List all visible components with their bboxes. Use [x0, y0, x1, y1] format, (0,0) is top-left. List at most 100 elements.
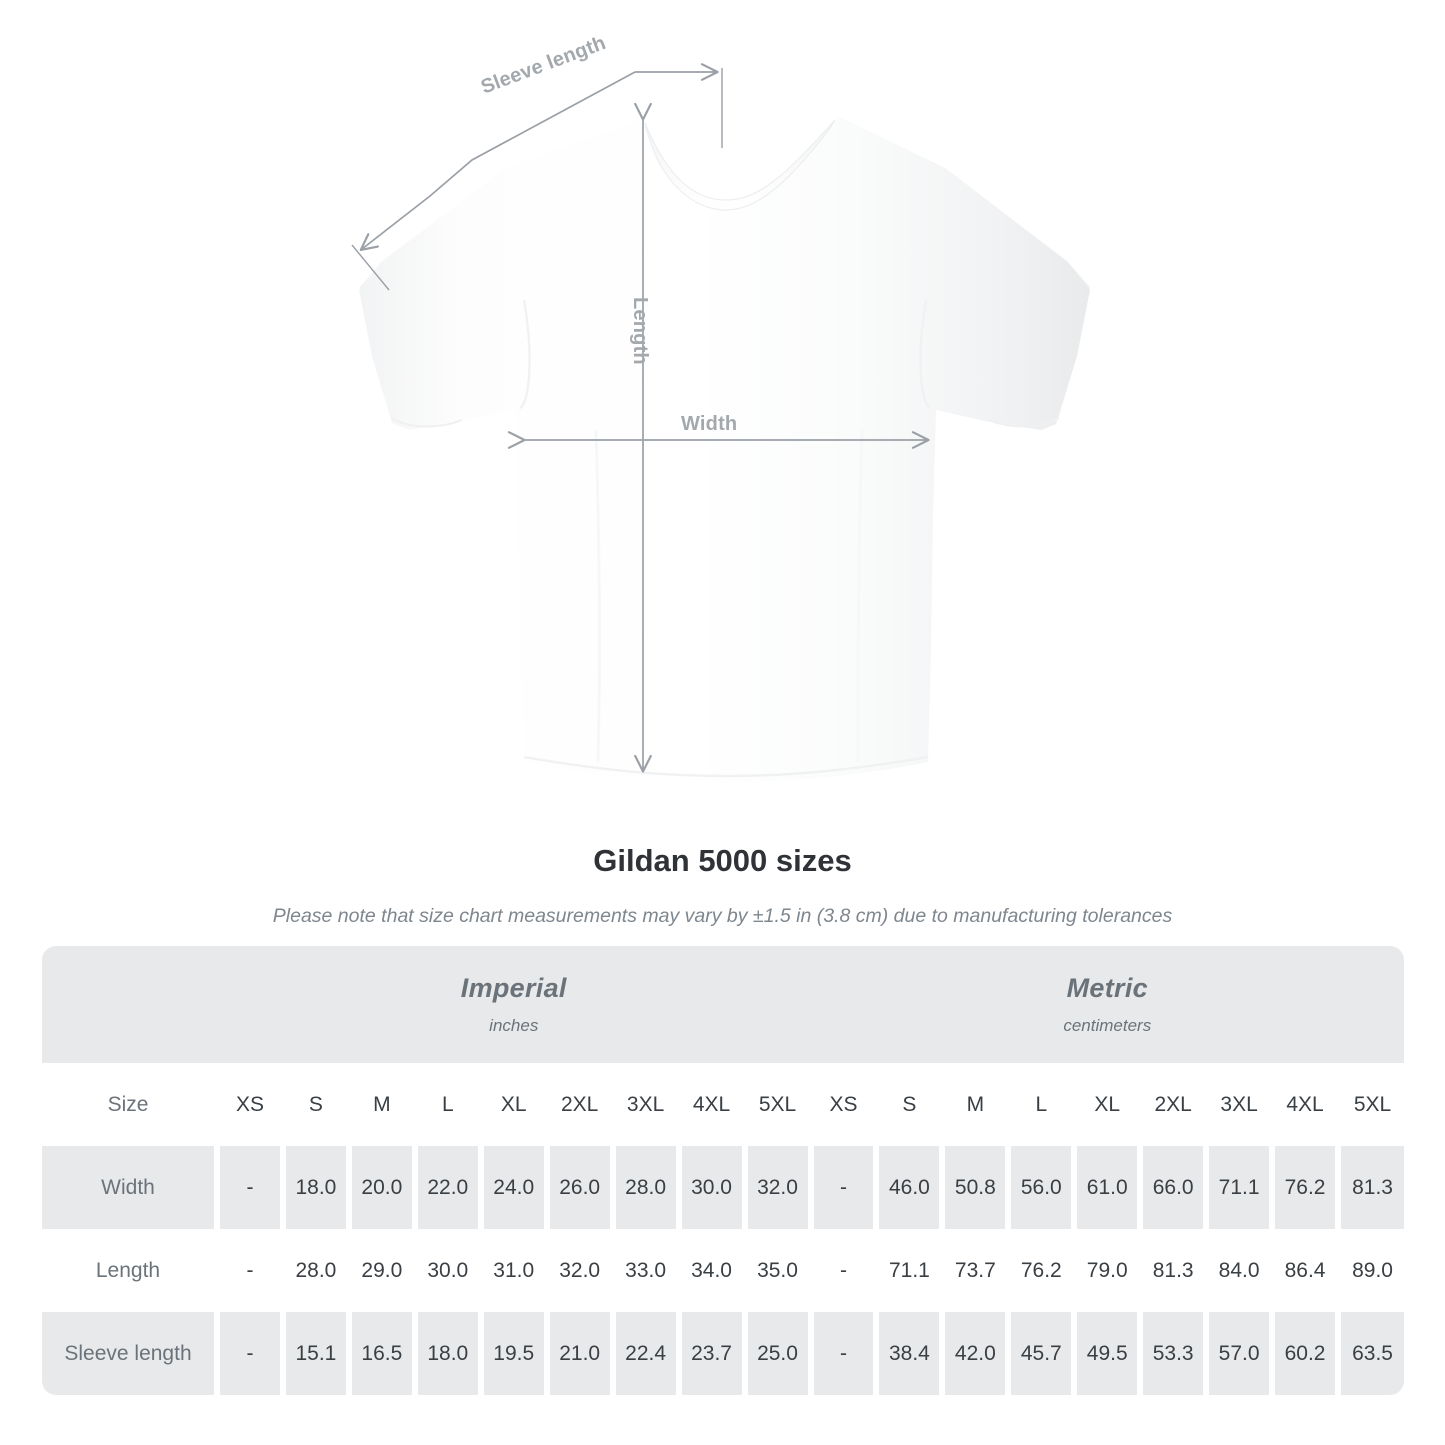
cell-width-metric-xl: 61.0 — [1074, 1146, 1141, 1229]
metric-label: Metric — [1066, 973, 1148, 1004]
cell-length-imperial-4xl: 34.0 — [678, 1229, 745, 1312]
size-col-metric-4xl: 4XL — [1272, 1063, 1338, 1146]
size-col-imperial-s: S — [282, 1063, 349, 1146]
cell-sleeve-imperial-4xl: 23.7 — [678, 1312, 745, 1395]
size-col-imperial-4xl: 4XL — [678, 1063, 745, 1146]
cell-length-metric-l: 76.2 — [1008, 1229, 1075, 1312]
cell-length-imperial-s: 28.0 — [282, 1229, 349, 1312]
size-col-metric-3xl: 3XL — [1206, 1063, 1273, 1146]
cell-sleeve-metric-m: 42.0 — [942, 1312, 1009, 1395]
tshirt-illustration — [351, 63, 1090, 782]
size-col-metric-xl: XL — [1074, 1063, 1141, 1146]
size-chart-table-wrapper: Imperial inches Metric centimeters Size … — [42, 946, 1405, 1395]
cell-sleeve-imperial-m: 16.5 — [348, 1312, 415, 1395]
cell-width-imperial-s: 18.0 — [282, 1146, 349, 1229]
cell-width-imperial-l: 22.0 — [414, 1146, 481, 1229]
cell-sleeve-metric-3xl: 57.0 — [1206, 1312, 1273, 1395]
size-col-imperial-l: L — [414, 1063, 481, 1146]
table-row: Width - 18.0 20.0 22.0 24.0 26.0 28.0 30… — [42, 1146, 1405, 1229]
size-col-imperial-3xl: 3XL — [612, 1063, 679, 1146]
cell-width-imperial-3xl: 28.0 — [612, 1146, 679, 1229]
cell-length-imperial-xl: 31.0 — [480, 1229, 547, 1312]
cell-width-imperial-2xl: 26.0 — [546, 1146, 613, 1229]
size-col-metric-l: L — [1008, 1063, 1075, 1146]
row-header-width: Width — [42, 1146, 217, 1229]
cell-sleeve-imperial-5xl: 25.0 — [744, 1312, 811, 1395]
cell-length-metric-xs: - — [810, 1229, 877, 1312]
cell-width-imperial-xl: 24.0 — [480, 1146, 547, 1229]
size-col-metric-2xl: 2XL — [1140, 1063, 1207, 1146]
cell-sleeve-imperial-2xl: 21.0 — [546, 1312, 613, 1395]
size-chart-table: Imperial inches Metric centimeters Size … — [42, 946, 1405, 1395]
cell-sleeve-metric-5xl: 63.5 — [1338, 1312, 1405, 1395]
cell-sleeve-imperial-xs: - — [217, 1312, 283, 1395]
cell-width-metric-l: 56.0 — [1008, 1146, 1075, 1229]
size-col-imperial-m: M — [348, 1063, 415, 1146]
measurement-lines — [351, 63, 930, 773]
cell-width-metric-s: 46.0 — [876, 1146, 943, 1229]
row-header-size: Size — [42, 1063, 217, 1146]
size-col-metric-xs: XS — [810, 1063, 877, 1146]
table-row: Length - 28.0 29.0 30.0 31.0 32.0 33.0 3… — [42, 1229, 1405, 1312]
unit-banner-row: Imperial inches Metric centimeters — [42, 946, 1405, 1063]
cell-width-metric-xs: - — [810, 1146, 877, 1229]
metric-banner: Metric centimeters — [810, 946, 1405, 1063]
tolerance-note: Please note that size chart measurements… — [272, 905, 1173, 927]
cell-length-imperial-xs: - — [217, 1229, 283, 1312]
cell-length-metric-5xl: 89.0 — [1338, 1229, 1405, 1312]
cell-sleeve-imperial-s: 15.1 — [282, 1312, 349, 1395]
cell-length-imperial-l: 30.0 — [414, 1229, 481, 1312]
cell-length-metric-3xl: 84.0 — [1206, 1229, 1273, 1312]
cell-sleeve-metric-2xl: 53.3 — [1140, 1312, 1207, 1395]
metric-unit: centimeters — [1063, 1016, 1152, 1036]
cell-length-imperial-m: 29.0 — [348, 1229, 415, 1312]
cell-width-imperial-4xl: 30.0 — [678, 1146, 745, 1229]
cell-length-metric-s: 71.1 — [876, 1229, 943, 1312]
imperial-unit: inches — [489, 1016, 539, 1036]
size-col-metric-s: S — [876, 1063, 943, 1146]
cell-sleeve-imperial-3xl: 22.4 — [612, 1312, 679, 1395]
row-header-length: Length — [42, 1229, 217, 1312]
cell-length-imperial-3xl: 33.0 — [612, 1229, 679, 1312]
table-row: Sleeve length - 15.1 16.5 18.0 19.5 21.0… — [42, 1312, 1405, 1395]
cell-sleeve-imperial-xl: 19.5 — [480, 1312, 547, 1395]
cell-width-metric-5xl: 81.3 — [1338, 1146, 1405, 1229]
imperial-banner: Imperial inches — [217, 946, 811, 1063]
cell-sleeve-metric-l: 45.7 — [1008, 1312, 1075, 1395]
cell-length-metric-4xl: 86.4 — [1272, 1229, 1338, 1312]
cell-sleeve-imperial-l: 18.0 — [414, 1312, 481, 1395]
cell-length-imperial-2xl: 32.0 — [546, 1229, 613, 1312]
cell-length-metric-2xl: 81.3 — [1140, 1229, 1207, 1312]
heading-block: Gildan 5000 sizes Please note that size … — [0, 840, 1445, 930]
cell-sleeve-metric-4xl: 60.2 — [1272, 1312, 1338, 1395]
width-label: Width — [681, 413, 738, 435]
cell-width-metric-3xl: 71.1 — [1206, 1146, 1273, 1229]
size-col-metric-m: M — [942, 1063, 1009, 1146]
sleeve-length-dimension — [351, 63, 723, 291]
size-col-imperial-xl: XL — [480, 1063, 547, 1146]
cell-width-imperial-m: 20.0 — [348, 1146, 415, 1229]
cell-length-metric-xl: 79.0 — [1074, 1229, 1141, 1312]
cell-sleeve-metric-xl: 49.5 — [1074, 1312, 1141, 1395]
cell-width-imperial-xs: - — [217, 1146, 283, 1229]
cell-width-metric-4xl: 76.2 — [1272, 1146, 1338, 1229]
banner-spacer — [42, 946, 217, 1063]
length-label: Length — [629, 297, 651, 365]
cell-width-imperial-5xl: 32.0 — [744, 1146, 811, 1229]
cell-sleeve-metric-xs: - — [810, 1312, 877, 1395]
size-col-imperial-xs: XS — [217, 1063, 283, 1146]
tshirt-diagram: Sleeve length Length Width — [351, 32, 1090, 782]
size-col-imperial-2xl: 2XL — [546, 1063, 613, 1146]
size-col-metric-5xl: 5XL — [1338, 1063, 1405, 1146]
size-header-row: Size XS S M L XL 2XL 3XL 4XL 5XL XS S M … — [42, 1063, 1405, 1146]
cell-width-metric-m: 50.8 — [942, 1146, 1009, 1229]
cell-sleeve-metric-s: 38.4 — [876, 1312, 943, 1395]
cell-length-imperial-5xl: 35.0 — [744, 1229, 811, 1312]
tshirt-shape — [359, 107, 1090, 782]
imperial-label: Imperial — [460, 973, 567, 1004]
page-title: Gildan 5000 sizes — [593, 843, 852, 878]
cell-length-metric-m: 73.7 — [942, 1229, 1009, 1312]
row-header-sleeve-length: Sleeve length — [42, 1312, 217, 1395]
size-col-imperial-5xl: 5XL — [744, 1063, 811, 1146]
cell-width-metric-2xl: 66.0 — [1140, 1146, 1207, 1229]
